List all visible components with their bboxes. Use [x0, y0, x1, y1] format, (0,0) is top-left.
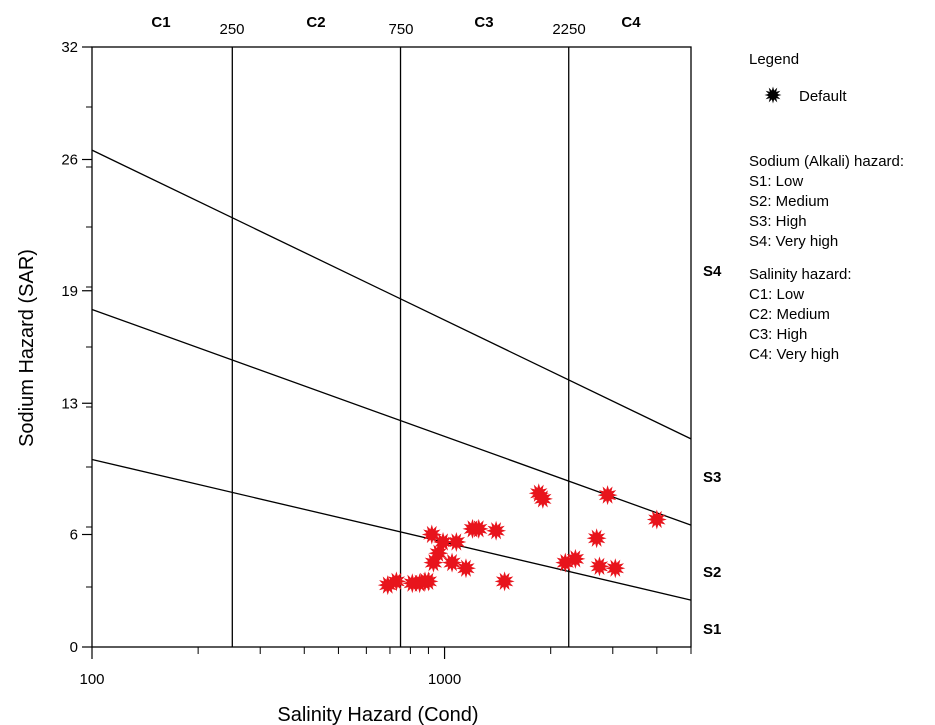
legend-salinity-item-c1: C1: Low [749, 286, 804, 303]
boundary-label-750: 750 [388, 21, 413, 38]
data-point [565, 548, 586, 569]
boundary-label-250: 250 [219, 21, 244, 38]
data-point [455, 558, 476, 579]
data-point [486, 520, 507, 541]
legend-title: Legend [749, 51, 799, 68]
legend-sodium-item-s1: S1: Low [749, 173, 803, 190]
legend-salinity-item-c3: C3: High [749, 326, 807, 343]
salinity-class-c1: C1 [151, 14, 170, 31]
data-point [433, 532, 454, 552]
data-point [377, 575, 398, 596]
data-point [386, 571, 407, 592]
x-tick-label: 1000 [428, 671, 461, 688]
data-point [646, 509, 667, 530]
salinity-class-c2: C2 [306, 14, 325, 31]
sodium-class-s4: S4 [703, 263, 722, 280]
sodium-class-s2: S2 [703, 564, 721, 581]
data-point [532, 488, 553, 509]
y-tick-label: 6 [70, 527, 78, 544]
y-tick-label: 32 [61, 39, 78, 56]
y-tick-label: 19 [61, 283, 78, 300]
y-axis-title: Sodium Hazard (SAR) [16, 249, 38, 447]
data-point [597, 485, 618, 506]
x-axis-title: Salinity Hazard (Cond) [277, 704, 478, 725]
data-point [589, 556, 610, 577]
data-point [423, 552, 444, 573]
sodium-boundary-line-3 [91, 149, 692, 440]
plot-frame [91, 46, 692, 648]
legend-sodium-item-s4: S4: Very high [749, 233, 838, 250]
data-point [442, 552, 463, 573]
data-point [428, 543, 449, 564]
legend-salinity-title: Salinity hazard: [749, 266, 852, 283]
data-point [418, 571, 439, 592]
salinity-class-c3: C3 [474, 14, 493, 31]
legend-salinity-item-c2: C2: Medium [749, 306, 830, 323]
sodium-class-s1: S1 [703, 621, 721, 638]
sodium-boundary-line-1 [91, 458, 692, 601]
data-point [586, 528, 607, 549]
legend-sodium-title: Sodium (Alkali) hazard: [749, 153, 904, 170]
legend-salinity-item-c4: C4: Very high [749, 346, 839, 363]
sodium-boundary-line-2 [91, 308, 692, 526]
y-tick-label: 26 [61, 152, 78, 169]
data-point [421, 524, 442, 545]
data-point [446, 532, 467, 552]
y-tick-label: 13 [61, 395, 78, 412]
legend-marker-star-icon [764, 86, 782, 104]
legend: Legend Default Sodium (Alkali) hazard: S… [749, 51, 904, 363]
boundary-label-2250: 2250 [552, 21, 585, 38]
data-point [605, 558, 626, 579]
legend-sodium-item-s3: S3: High [749, 213, 807, 230]
legend-sodium-item-s2: S2: Medium [749, 193, 829, 210]
sodium-class-s3: S3 [703, 469, 721, 486]
data-point [555, 552, 576, 573]
x-tick-label: 100 [79, 671, 104, 688]
data-point [494, 571, 515, 592]
salinity-class-c4: C4 [621, 14, 641, 31]
y-tick-label: 0 [70, 639, 78, 656]
legend-entry-default: Default [799, 88, 847, 105]
data-point [468, 518, 489, 539]
